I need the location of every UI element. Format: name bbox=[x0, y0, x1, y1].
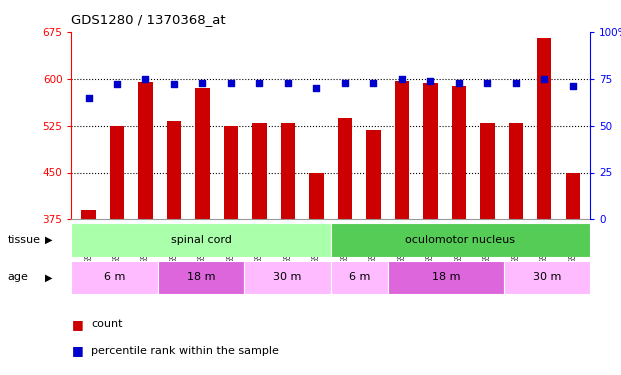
Point bbox=[197, 80, 207, 86]
Bar bbox=[158, 261, 244, 294]
Point bbox=[169, 81, 179, 87]
Text: ▶: ▶ bbox=[45, 235, 52, 245]
Text: 18 m: 18 m bbox=[187, 273, 215, 282]
Point bbox=[283, 80, 293, 86]
Bar bbox=[330, 261, 388, 294]
Text: 6 m: 6 m bbox=[349, 273, 370, 282]
Bar bbox=[451, 86, 466, 219]
Point bbox=[454, 80, 464, 86]
Point bbox=[483, 80, 492, 86]
Text: tissue: tissue bbox=[7, 235, 40, 245]
Point bbox=[255, 80, 265, 86]
Point bbox=[112, 81, 122, 87]
Bar bbox=[244, 261, 330, 294]
Bar bbox=[224, 126, 238, 219]
Bar bbox=[196, 88, 210, 219]
Text: oculomotor nucleus: oculomotor nucleus bbox=[406, 235, 515, 245]
Text: 30 m: 30 m bbox=[273, 273, 302, 282]
Bar bbox=[252, 123, 266, 219]
Text: ▶: ▶ bbox=[45, 273, 52, 282]
Point bbox=[425, 78, 435, 84]
Point bbox=[511, 80, 521, 86]
Text: 6 m: 6 m bbox=[104, 273, 125, 282]
Text: ■: ■ bbox=[71, 318, 83, 331]
Bar bbox=[480, 123, 494, 219]
Text: 30 m: 30 m bbox=[533, 273, 561, 282]
Point bbox=[397, 76, 407, 82]
Point bbox=[540, 76, 550, 82]
Bar bbox=[71, 261, 158, 294]
Point bbox=[368, 80, 378, 86]
Point bbox=[226, 80, 236, 86]
Point bbox=[140, 76, 150, 82]
Bar bbox=[566, 172, 580, 219]
Bar bbox=[309, 172, 324, 219]
Bar bbox=[71, 223, 330, 257]
Text: age: age bbox=[7, 273, 29, 282]
Text: ■: ■ bbox=[71, 344, 83, 357]
Bar bbox=[281, 123, 295, 219]
Text: spinal cord: spinal cord bbox=[171, 235, 232, 245]
Bar bbox=[537, 38, 551, 219]
Text: percentile rank within the sample: percentile rank within the sample bbox=[91, 346, 279, 355]
Bar bbox=[338, 117, 352, 219]
Bar bbox=[110, 126, 124, 219]
Text: GDS1280 / 1370368_at: GDS1280 / 1370368_at bbox=[71, 13, 226, 26]
Text: 18 m: 18 m bbox=[432, 273, 460, 282]
Bar bbox=[395, 81, 409, 219]
Text: count: count bbox=[91, 320, 123, 329]
Point bbox=[84, 94, 94, 100]
Bar bbox=[366, 130, 381, 219]
Bar bbox=[509, 123, 523, 219]
Bar bbox=[81, 210, 96, 219]
Bar bbox=[167, 121, 181, 219]
Bar bbox=[138, 82, 153, 219]
Bar bbox=[330, 223, 590, 257]
Point bbox=[568, 83, 578, 89]
Point bbox=[340, 80, 350, 86]
Point bbox=[312, 85, 322, 91]
Bar bbox=[504, 261, 590, 294]
Bar bbox=[388, 261, 504, 294]
Bar bbox=[424, 83, 438, 219]
